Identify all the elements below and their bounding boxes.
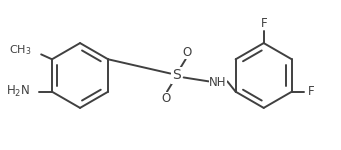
Text: CH$_3$: CH$_3$ xyxy=(9,44,31,57)
Text: O: O xyxy=(182,46,191,59)
Text: F: F xyxy=(261,17,267,30)
Text: F: F xyxy=(308,85,314,98)
Text: O: O xyxy=(161,92,170,105)
Text: H$_2$N: H$_2$N xyxy=(6,84,30,99)
Text: S: S xyxy=(172,69,181,82)
Text: NH: NH xyxy=(209,76,226,89)
